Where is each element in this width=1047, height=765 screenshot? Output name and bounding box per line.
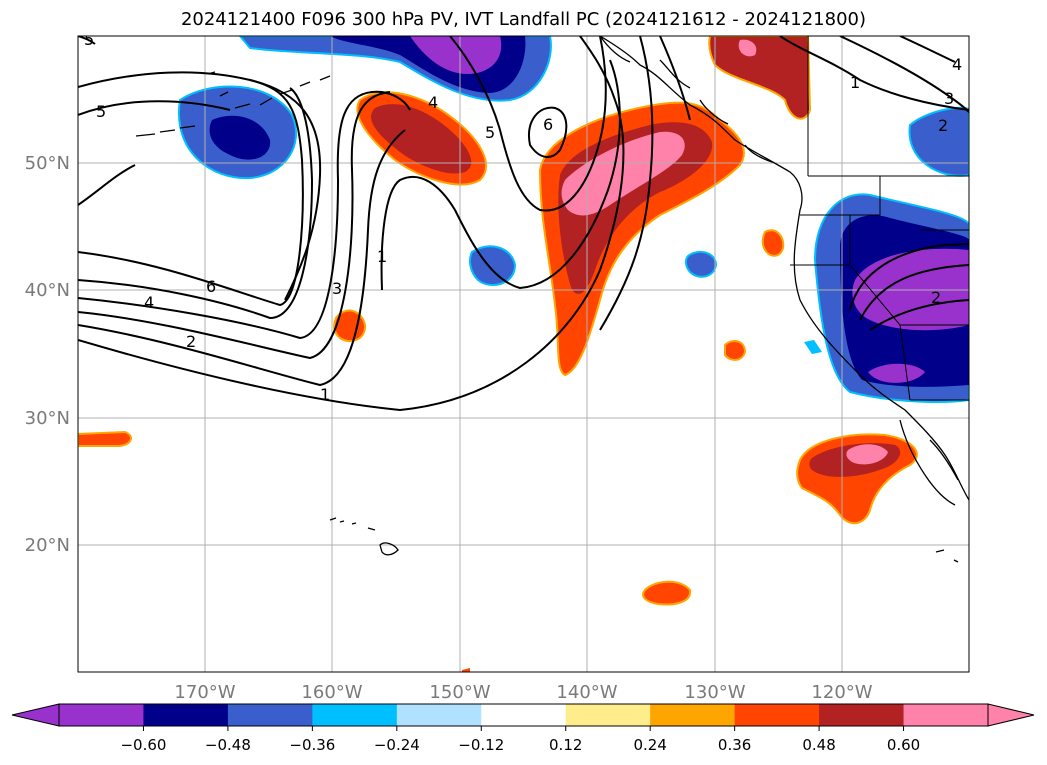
lat-label: 50°N bbox=[25, 153, 70, 174]
contour-label: 4 bbox=[144, 293, 154, 312]
colorbar-tick-label: −0.48 bbox=[205, 736, 251, 754]
colorbar-tick-label: 0.36 bbox=[718, 736, 751, 754]
colorbar-arrow-max bbox=[987, 703, 1035, 727]
colorbar: −0.60 −0.48 −0.36 −0.24 −0.12 0.12 0.24 0.36 0.4… bbox=[11, 703, 1035, 754]
colorbar-segment bbox=[143, 704, 229, 726]
contour-label: 6 bbox=[543, 115, 553, 134]
colorbar-tick-label: −0.36 bbox=[289, 736, 335, 754]
lat-label: 40°N bbox=[25, 280, 70, 301]
colorbar-segment bbox=[396, 704, 482, 726]
colorbar-tick-label: 0.60 bbox=[887, 736, 920, 754]
coastlines bbox=[135, 36, 969, 563]
colorbar-segment bbox=[565, 704, 651, 726]
lon-label: 160°W bbox=[301, 682, 362, 703]
contour-label: 3 bbox=[944, 89, 954, 108]
positive-anomaly-region bbox=[78, 430, 132, 447]
contour-label: 4 bbox=[952, 55, 962, 74]
negative-anomaly-region bbox=[469, 245, 517, 286]
colorbar-tick-label: −0.12 bbox=[458, 736, 504, 754]
gridlines bbox=[78, 36, 969, 672]
map-panel: 5 5 4 5 6 1 3 6 4 2 1 1 3 2 4 2 bbox=[78, 30, 969, 672]
map-title: 2024121400 F096 300 hPa PV, IVT Landfall… bbox=[180, 9, 867, 30]
positive-anomaly-region bbox=[462, 668, 470, 672]
lon-axis-labels: 170°W 160°W 150°W 140°W 130°W 120°W bbox=[174, 682, 872, 703]
positive-anomaly-region bbox=[738, 39, 757, 57]
contour-label: 2 bbox=[186, 332, 196, 351]
colorbar-arrow-min bbox=[11, 703, 60, 727]
contour-label: 2 bbox=[931, 288, 941, 307]
colorbar-segment bbox=[481, 704, 567, 726]
negative-anomaly-region bbox=[804, 340, 822, 354]
lon-label: 120°W bbox=[811, 682, 872, 703]
positive-anomaly-region bbox=[708, 36, 812, 120]
lon-label: 170°W bbox=[174, 682, 235, 703]
borders bbox=[790, 36, 969, 401]
negative-anomaly-region bbox=[410, 36, 502, 75]
colorbar-tick-label: 0.48 bbox=[802, 736, 835, 754]
lon-label: 130°W bbox=[684, 682, 745, 703]
positive-anomaly-region bbox=[724, 339, 747, 361]
contour-label: 2 bbox=[938, 116, 948, 135]
map-frame bbox=[77, 35, 970, 673]
contour-labels: 5 5 4 5 6 1 3 6 4 2 1 1 3 2 4 2 bbox=[84, 30, 962, 404]
colorbar-segment bbox=[819, 704, 905, 726]
positive-anomaly-region bbox=[846, 444, 888, 465]
colorbar-tick-label: −0.60 bbox=[120, 736, 166, 754]
contour-lines bbox=[78, 36, 969, 412]
colorbar-tick-label: 0.12 bbox=[549, 736, 582, 754]
colorbar-tick-label: 0.24 bbox=[633, 736, 666, 754]
contour-label: 5 bbox=[96, 102, 106, 121]
colorbar-tick-label: −0.24 bbox=[374, 736, 420, 754]
colorbar-segment bbox=[734, 704, 820, 726]
contour-label: 1 bbox=[850, 73, 860, 92]
colorbar-segment bbox=[903, 704, 989, 726]
shading-layer bbox=[78, 36, 969, 672]
colorbar-segment bbox=[227, 704, 313, 726]
contour-label: 5 bbox=[84, 30, 94, 49]
colorbar-segment bbox=[312, 704, 398, 726]
contour-label: 1 bbox=[320, 385, 330, 404]
colorbar-segment bbox=[650, 704, 736, 726]
lat-label: 20°N bbox=[25, 535, 70, 556]
contour-label: 1 bbox=[377, 247, 387, 266]
negative-anomaly-region bbox=[209, 115, 271, 160]
contour-label: 5 bbox=[485, 123, 495, 142]
contour-label: 4 bbox=[428, 93, 438, 112]
positive-anomaly-region bbox=[761, 229, 785, 257]
negative-anomaly-region bbox=[868, 363, 925, 383]
lon-label: 150°W bbox=[429, 682, 490, 703]
positive-anomaly-region bbox=[642, 580, 692, 606]
negative-anomaly-region bbox=[684, 250, 718, 278]
colorbar-frame bbox=[58, 703, 989, 727]
contour-label: 6 bbox=[206, 277, 216, 296]
lat-label: 30°N bbox=[25, 408, 70, 429]
contour-label: 3 bbox=[332, 279, 342, 298]
lon-label: 140°W bbox=[556, 682, 617, 703]
lat-axis-labels: 50°N 40°N 30°N 20°N bbox=[25, 153, 70, 556]
positive-anomaly-region bbox=[333, 309, 367, 343]
colorbar-segment bbox=[59, 704, 144, 726]
positive-anomaly-region bbox=[371, 104, 472, 174]
